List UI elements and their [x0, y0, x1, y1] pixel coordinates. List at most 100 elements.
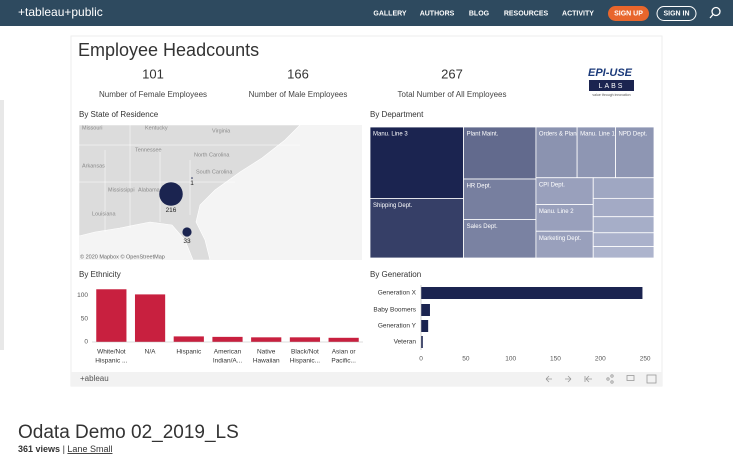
kpi-label: Number of Female Employees — [99, 90, 207, 99]
sign-up-button[interactable] — [608, 6, 649, 21]
map-label: Virginia — [212, 128, 231, 134]
sign-in-label[interactable]: SIGN IN — [663, 10, 689, 17]
logo[interactable]: +tableau+public — [18, 5, 103, 19]
map-label: Kentucky — [145, 125, 168, 131]
x-tick-label: Hispanic — [176, 349, 202, 356]
x-tick-label: 0 — [419, 356, 423, 363]
x-tick-label: Pacific... — [331, 358, 356, 365]
logo-tagline: value through innovation — [592, 93, 630, 97]
treemap-title: By Department — [370, 110, 424, 119]
y-tick-label: 50 — [81, 315, 89, 322]
separator: | — [63, 444, 65, 454]
x-tick-label: Indian/A... — [213, 358, 242, 365]
x-tick-label: White/Not — [97, 349, 126, 356]
nav-link[interactable]: AUTHORS — [420, 10, 455, 17]
nav-link[interactable]: ACTIVITY — [562, 10, 594, 17]
bar[interactable] — [421, 304, 430, 316]
x-tick-label: 150 — [550, 356, 561, 363]
kpi-label: Total Number of All Employees — [398, 90, 507, 99]
y-tick-label: Veteran — [394, 339, 417, 346]
nav-link[interactable]: GALLERY — [373, 10, 407, 17]
x-tick-label: American — [214, 349, 242, 356]
logo-sub: LABS — [599, 83, 625, 90]
y-tick-label: Generation Y — [378, 323, 417, 330]
x-tick-label: 250 — [640, 356, 651, 363]
map-label: Louisiana — [92, 211, 116, 217]
nav-link[interactable]: BLOG — [469, 10, 490, 17]
treemap-label: Manu. Line 2 — [539, 209, 574, 215]
logo-text: EPI-USE — [588, 67, 633, 79]
toolbar-brand: +ableau — [80, 374, 109, 383]
treemap-label: Marketing Dept. — [539, 236, 582, 242]
ethnicity-title: By Ethnicity — [79, 270, 121, 279]
x-tick-label: Black/Not — [291, 349, 319, 356]
x-tick-label: 200 — [595, 356, 606, 363]
bubble-label: 33 — [183, 238, 191, 245]
bar[interactable] — [328, 337, 359, 342]
map — [78, 124, 362, 261]
sign-up-label[interactable]: SIGN UP — [614, 10, 643, 17]
workbook-title: Odata Demo 02_2019_LS — [18, 422, 239, 443]
x-tick-label: Hispanic... — [290, 358, 321, 365]
treemap-cell[interactable] — [369, 126, 465, 199]
map-label: Missouri — [82, 125, 102, 131]
treemap-cell[interactable] — [592, 197, 655, 218]
treemap-label: Manu. Line 1 — [580, 132, 615, 138]
y-tick-label: 0 — [84, 339, 88, 346]
bar[interactable] — [173, 336, 204, 342]
treemap-label: Manu. Line 3 — [373, 132, 408, 138]
treemap-label: Orders & Planning — [539, 132, 588, 138]
x-tick-label: 50 — [462, 356, 470, 363]
bar[interactable] — [421, 336, 423, 348]
treemap-label: Shipping Dept. — [373, 203, 413, 209]
y-tick-label: Baby Boomers — [373, 307, 416, 314]
map-label: North Carolina — [194, 152, 230, 158]
bar[interactable] — [96, 289, 127, 342]
bar[interactable] — [289, 337, 321, 342]
treemap-label: CPI Dept. — [539, 182, 565, 188]
treemap-cell[interactable] — [463, 126, 537, 180]
state-borders — [79, 125, 300, 232]
map-bubble[interactable] — [159, 182, 183, 206]
nav-link[interactable]: RESOURCES — [504, 10, 549, 17]
toolbar-icons[interactable] — [545, 374, 657, 384]
treemap-cell[interactable] — [369, 198, 465, 259]
sign-in-button[interactable] — [656, 6, 697, 21]
bubble-label: 216 — [166, 207, 177, 214]
y-tick-label: Generation X — [378, 290, 417, 297]
treemap-cell[interactable] — [592, 246, 655, 259]
treemap-cell[interactable] — [615, 126, 655, 179]
map-bubble[interactable] — [191, 177, 193, 179]
kpi-value: 267 — [441, 66, 463, 81]
treemap-cell[interactable] — [592, 216, 655, 234]
map-land — [78, 124, 301, 261]
byline: 361 views | Lane Small — [18, 444, 112, 454]
bar[interactable] — [421, 287, 643, 299]
x-tick-label: Native — [257, 349, 276, 356]
treemap-cell[interactable] — [535, 126, 578, 179]
map-bubble[interactable] — [182, 227, 192, 237]
kpi-label: Number of Male Employees — [249, 90, 348, 99]
map-label: Tennessee — [135, 147, 162, 153]
bar[interactable] — [421, 320, 429, 332]
map-credit: © 2020 Mapbox © OpenStreetMap — [80, 253, 165, 260]
bar[interactable] — [212, 336, 243, 342]
x-tick-label: Hispanic ... — [95, 358, 127, 365]
bubble-label: 1 — [190, 180, 194, 187]
map-label: South Carolina — [196, 169, 233, 175]
author-link[interactable]: Lane Small — [67, 444, 112, 454]
kpi-value: 166 — [287, 66, 309, 81]
map-title: By State of Residence — [79, 110, 159, 119]
treemap-label: NPD Dept. — [619, 132, 648, 138]
treemap-cell[interactable] — [592, 177, 655, 199]
treemap-cell[interactable] — [592, 232, 655, 247]
x-tick-label: Asian or — [332, 349, 357, 356]
bar[interactable] — [251, 337, 282, 342]
search-icon[interactable] — [709, 6, 721, 19]
bar[interactable] — [134, 294, 166, 342]
map-label: Arkansas — [82, 163, 105, 169]
kpi-value: 101 — [142, 66, 164, 81]
logo-box — [589, 80, 634, 91]
